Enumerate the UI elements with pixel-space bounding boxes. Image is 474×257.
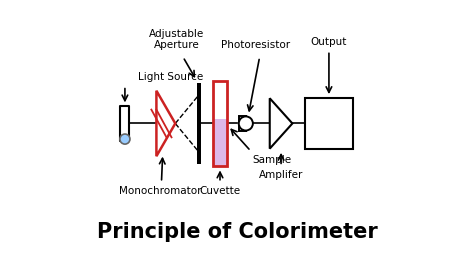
Bar	[239, 116, 246, 131]
Polygon shape	[270, 98, 292, 149]
Text: Amplifer: Amplifer	[259, 170, 303, 180]
Text: Photoresistor: Photoresistor	[221, 40, 291, 50]
Text: Principle of Colorimeter: Principle of Colorimeter	[97, 222, 377, 242]
Bar	[213, 81, 227, 166]
Circle shape	[239, 116, 253, 131]
Polygon shape	[156, 91, 175, 156]
Bar	[197, 83, 201, 164]
Text: Light Source: Light Source	[137, 72, 203, 82]
Text: Monochromator: Monochromator	[119, 186, 201, 196]
Circle shape	[120, 134, 130, 144]
Bar	[213, 119, 227, 166]
Text: Output: Output	[311, 37, 347, 47]
Bar	[305, 98, 353, 149]
Bar	[120, 106, 129, 141]
Bar	[213, 81, 227, 119]
Text: Adjustable
Aperture: Adjustable Aperture	[149, 29, 204, 50]
Text: Sample: Sample	[252, 155, 291, 165]
Text: Cuvette: Cuvette	[200, 186, 241, 196]
